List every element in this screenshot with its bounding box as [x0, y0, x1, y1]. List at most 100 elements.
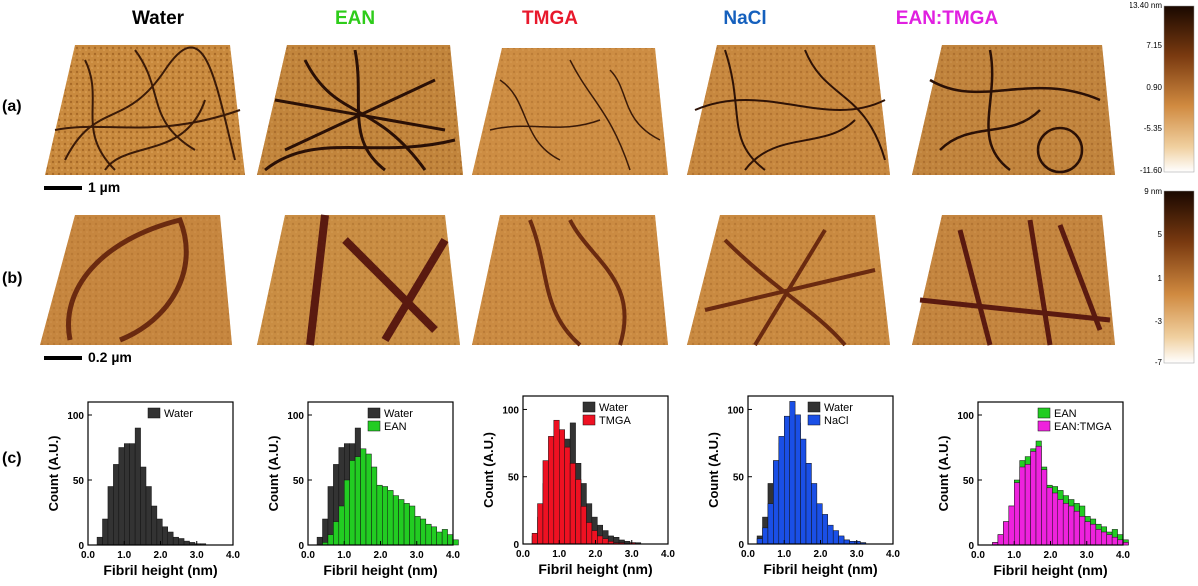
histogram-bar: [1046, 487, 1053, 546]
y-axis-label: Count (A.U.): [706, 432, 721, 508]
histogram-bar: [102, 518, 109, 546]
legend-label: Water: [599, 402, 628, 414]
y-tick-label: 100: [287, 411, 304, 422]
histogram-bar: [96, 536, 103, 546]
histogram-bar: [124, 443, 130, 546]
x-tick-label: 2.0: [1044, 550, 1058, 561]
colorbar-b-tick: 5: [1158, 230, 1163, 239]
series-water: [96, 427, 207, 546]
y-tick-label: 50: [508, 473, 520, 484]
histogram-bar: [349, 460, 356, 546]
y-tick-label: 0: [968, 541, 974, 552]
x-tick-label: 4.0: [1116, 550, 1130, 561]
histogram-bar: [387, 490, 394, 546]
colorbar-b-tick: -3: [1155, 317, 1163, 326]
histogram-ean: 0.0 1.0 2.0 3.0 4.0 0 50 100 Fibril height (nm) C…: [266, 401, 460, 578]
x-tick-label: 0.0: [301, 550, 315, 561]
y-tick-label: 0: [738, 540, 744, 551]
scalebar-a: [44, 186, 82, 190]
colorbar-b-tick: 9 nm: [1144, 187, 1162, 196]
histogram-bar: [1111, 536, 1118, 546]
histogram-tmga: 0.0 1.0 2.0 3.0 4.0 0 50 100 Fibril height (nm) C…: [481, 395, 675, 577]
colorbar-b-tick: -7: [1155, 358, 1163, 367]
legend-swatch: [367, 420, 381, 432]
histogram-bar: [425, 523, 432, 546]
histogram-eantmga: 0.0 1.0 2.0 3.0 4.0 0 50 100 Fibril height (nm) C…: [936, 401, 1130, 578]
histogram-bar: [392, 495, 399, 546]
afm-image-a-eantmga: [912, 45, 1115, 175]
y-tick-label: 100: [727, 405, 744, 416]
histogram-bar: [602, 538, 609, 545]
x-tick-label: 1.0: [552, 549, 566, 560]
colorbar-b-tick: 1: [1158, 274, 1163, 283]
histogram-bar: [1008, 505, 1015, 546]
histogram-bar: [553, 419, 560, 545]
scalebar-b-label: 0.2 µm: [88, 349, 132, 365]
histogram-bar: [316, 536, 323, 546]
histogram-bar: [447, 534, 454, 546]
histogram-bar: [156, 518, 163, 546]
x-tick-label: 4.0: [446, 550, 460, 561]
legend-swatch: [1037, 407, 1051, 419]
colorbar-a-tick: -11.60: [1140, 166, 1163, 175]
y-tick-label: 100: [957, 411, 974, 422]
histogram-bar: [134, 427, 141, 546]
legend-swatch: [147, 407, 161, 419]
scalebar-b: [44, 356, 82, 360]
x-tick-label: 4.0: [226, 550, 240, 561]
histogram-bar: [129, 443, 136, 546]
y-axis-label: Count (A.U.): [481, 432, 496, 508]
colorbar-a-tick: 0.90: [1146, 83, 1162, 92]
histogram-bar: [784, 415, 790, 545]
histogram-bar: [591, 530, 598, 545]
histogram-bar: [431, 526, 437, 546]
x-tick-label: 4.0: [661, 549, 675, 560]
afm-image-b-ean: [257, 214, 460, 346]
legend-swatch: [582, 414, 596, 426]
y-tick-label: 0: [78, 541, 84, 552]
y-tick-label: 0: [298, 541, 304, 552]
afm-image-b-water: [40, 215, 232, 345]
histogram-bar: [113, 464, 120, 546]
colorbar-a-tick: -5.35: [1144, 124, 1163, 133]
histogram-nacl: 0.0 1.0 2.0 3.0 4.0 0 50 100 Fibril height (nm) C…: [706, 395, 900, 577]
histogram-bar: [1035, 445, 1042, 546]
histogram-bar: [767, 503, 774, 545]
legend-label: Water: [824, 402, 853, 414]
histogram-bar: [1024, 464, 1031, 546]
histogram-bar: [107, 486, 114, 546]
legend-label: EAN: [1054, 408, 1077, 420]
histogram-bar: [1117, 539, 1124, 546]
histogram-bar: [548, 436, 555, 545]
x-tick-label: 3.0: [625, 549, 639, 560]
y-tick-label: 100: [502, 405, 519, 416]
row-label-c: (c): [2, 450, 22, 467]
histogram-bar: [816, 503, 823, 545]
legend-label: Water: [384, 408, 413, 420]
histogram-bar: [436, 531, 443, 546]
histogram-bar: [1057, 499, 1064, 546]
x-tick-label: 2.0: [589, 549, 603, 560]
header-nacl: NaCl: [723, 8, 767, 29]
histogram-bar: [1014, 482, 1020, 546]
x-tick-label: 1.0: [117, 550, 131, 561]
y-tick-label: 50: [963, 476, 975, 487]
colorbar-a-tick: 7.15: [1146, 41, 1162, 50]
histogram-bar: [452, 539, 459, 546]
histogram-bar: [586, 522, 593, 545]
histogram-bar: [1003, 521, 1010, 546]
header-water: Water: [131, 8, 185, 29]
x-tick-label: 1.0: [777, 549, 791, 560]
x-axis-label: Fibril height (nm): [538, 561, 652, 577]
header-tmga: TMGA: [522, 8, 578, 29]
scalebar-a-label: 1 µm: [88, 179, 121, 195]
colorbar-a: 13.40 nm 7.15 0.90 -5.35 -11.60: [1130, 1, 1195, 175]
histogram-bar: [1122, 542, 1129, 546]
histogram-bar: [778, 436, 785, 545]
header-ean: EAN: [334, 8, 376, 29]
x-tick-label: 3.0: [1080, 550, 1094, 561]
histogram-bar: [1062, 503, 1069, 546]
histogram-bar: [569, 463, 576, 545]
x-tick-label: 0.0: [971, 550, 985, 561]
histogram-bar: [140, 466, 147, 546]
